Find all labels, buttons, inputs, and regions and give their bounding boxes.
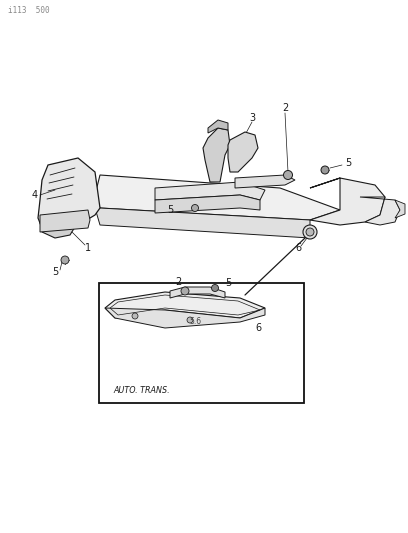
Circle shape <box>303 225 317 239</box>
Text: 2: 2 <box>282 103 288 113</box>
Text: 6: 6 <box>295 243 301 253</box>
Polygon shape <box>228 132 258 172</box>
Circle shape <box>191 205 199 212</box>
Circle shape <box>284 171 293 180</box>
Circle shape <box>306 228 314 236</box>
Polygon shape <box>105 292 265 318</box>
Text: 5: 5 <box>167 205 173 215</box>
Polygon shape <box>203 128 230 182</box>
Polygon shape <box>310 178 385 225</box>
Text: AUTO. TRANS.: AUTO. TRANS. <box>113 386 170 395</box>
Text: 5: 5 <box>345 158 351 168</box>
Polygon shape <box>170 287 225 298</box>
Polygon shape <box>155 182 265 200</box>
Text: 5: 5 <box>225 278 231 288</box>
Circle shape <box>211 285 219 292</box>
Text: 5.6: 5.6 <box>189 318 201 327</box>
Polygon shape <box>38 158 100 235</box>
Text: 2: 2 <box>175 277 181 287</box>
Text: 3: 3 <box>249 113 255 123</box>
Text: i113  500: i113 500 <box>8 6 50 15</box>
Circle shape <box>132 313 138 319</box>
Polygon shape <box>360 197 400 225</box>
Bar <box>99 283 304 403</box>
Polygon shape <box>95 208 310 238</box>
Polygon shape <box>40 210 90 232</box>
Text: 5: 5 <box>52 267 58 277</box>
Text: 4: 4 <box>32 190 38 200</box>
Circle shape <box>321 166 329 174</box>
Text: 1: 1 <box>85 243 91 253</box>
Polygon shape <box>235 175 295 188</box>
Polygon shape <box>395 200 405 218</box>
Text: 6: 6 <box>255 323 261 333</box>
Circle shape <box>61 256 69 264</box>
Polygon shape <box>155 195 260 213</box>
Polygon shape <box>208 120 228 133</box>
Circle shape <box>187 317 193 323</box>
Polygon shape <box>40 215 78 238</box>
Polygon shape <box>105 308 265 328</box>
Circle shape <box>181 287 189 295</box>
Polygon shape <box>95 175 340 220</box>
